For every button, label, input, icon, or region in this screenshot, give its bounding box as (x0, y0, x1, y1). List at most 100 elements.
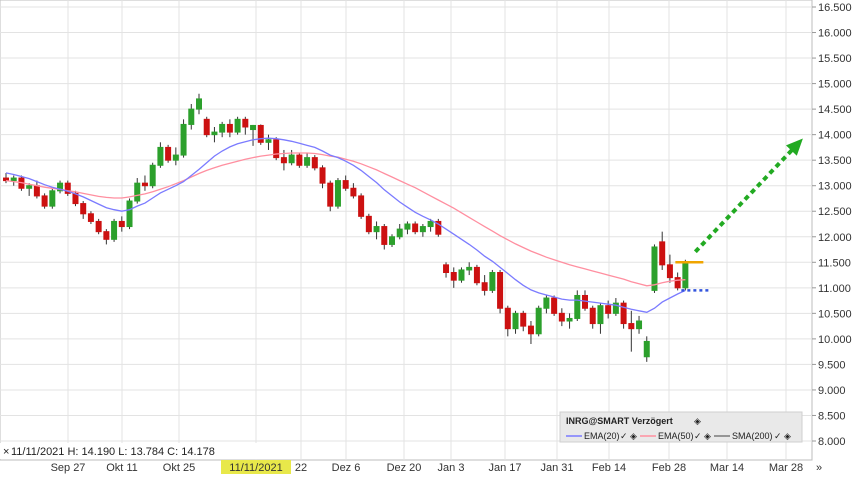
candle-up (234, 118, 241, 133)
candle-up (250, 124, 257, 131)
candle-up (10, 177, 17, 182)
candle-down (226, 123, 233, 133)
legend-box (559, 411, 803, 443)
legend-title-icon[interactable]: ◈ (694, 416, 701, 426)
legend-ema20-icon[interactable]: ✓ ◈ (620, 431, 637, 441)
legend-item-ema20: EMA(20) (584, 431, 620, 441)
candle-down (311, 157, 318, 169)
x-tick-label: Dez 6 (332, 462, 361, 474)
candle-up (427, 220, 434, 228)
candle-up (466, 266, 473, 271)
candle-down (103, 231, 110, 240)
candle-down (435, 220, 442, 235)
x-tick-label: Jan 3 (438, 462, 465, 474)
candle-down (296, 154, 303, 166)
candle-up (396, 228, 403, 238)
x-tick-label: Mar 14 (710, 462, 744, 474)
x-tick-label: Jan 31 (540, 462, 573, 474)
candle-up (211, 131, 218, 136)
crosshair-date-highlight (221, 460, 291, 474)
y-tick-label: 16.500 (818, 2, 852, 14)
y-tick-label: 16.000 (818, 28, 852, 40)
ema50-line (5, 152, 686, 287)
candle-down (381, 226, 388, 245)
y-tick-label: 14.000 (818, 130, 852, 142)
candle-down (273, 139, 280, 159)
candle-down (64, 182, 71, 194)
x-tick-label: Sep 27 (51, 462, 86, 474)
candle-up (126, 200, 133, 228)
ohlc-marker-icon: × (3, 446, 9, 458)
candle-down (443, 264, 450, 274)
candle-up (180, 123, 187, 156)
ohlc-readout: 11/11/2021 H: 14.190 L: 13.784 C: 14.178 (11, 446, 215, 458)
y-tick-label: 11.000 (818, 283, 851, 295)
candle-up (149, 164, 156, 187)
candle-down (342, 180, 349, 189)
y-tick-label: 9.500 (818, 359, 846, 371)
gridlines (0, 0, 813, 461)
legend-sma200-icon[interactable]: ✓ ◈ (774, 431, 791, 441)
candle-up (57, 182, 64, 192)
plot-area (0, 0, 813, 461)
candle-down (666, 264, 673, 279)
y-tick-label: 13.500 (818, 155, 852, 167)
candle-up (157, 146, 164, 166)
candle-down (141, 182, 148, 187)
candle-up (334, 180, 341, 207)
candle-down (527, 325, 534, 335)
candle-down (365, 215, 372, 233)
x-tick-label: 11/11/2021 (229, 462, 282, 474)
candle-up (535, 307, 542, 335)
candle-up (597, 305, 604, 325)
candle-down (473, 266, 480, 284)
candle-down (620, 302, 627, 325)
candle-down (165, 146, 172, 161)
candle-up (419, 226, 426, 233)
candle-down (33, 185, 40, 197)
candle-down (358, 195, 365, 217)
ohlc-readout-bg (0, 443, 300, 459)
candle-down (605, 305, 612, 314)
y-tick-label: 11.500 (818, 257, 851, 269)
candle-down (551, 297, 558, 314)
projection-arrow-head (786, 138, 803, 156)
candle-down (319, 167, 326, 184)
y-tick-label: 14.500 (818, 104, 852, 116)
candle-up (682, 261, 689, 289)
candle-up (288, 154, 295, 164)
candle-down (628, 323, 635, 330)
moving-averages (5, 137, 686, 313)
x-tick-label: Okt 11 (106, 462, 138, 474)
candle-down (41, 195, 48, 207)
legend-ema50-icon[interactable]: ✓ ◈ (694, 431, 711, 441)
ema20-line (5, 137, 686, 313)
y-tick-label: 8.000 (818, 436, 846, 448)
y-tick-label: 10.000 (818, 334, 852, 346)
candle-up (111, 220, 118, 240)
y-tick-label: 8.500 (818, 410, 846, 422)
candle-up (636, 320, 643, 330)
candle-down (558, 312, 565, 322)
legend-title: INRG@SMART Verzögert (566, 416, 673, 426)
candle-down (203, 118, 210, 136)
x-tick-label: Feb 14 (592, 462, 626, 474)
y-tick-label: 13.000 (818, 181, 852, 193)
x-tick-label: Mar 28 (769, 462, 803, 474)
x-tick-label: Feb 28 (652, 462, 686, 474)
candle-down (589, 307, 596, 325)
y-tick-label: 15.500 (818, 53, 852, 65)
candle-up (651, 246, 658, 291)
y-axis: 16.500 16.000 15.500 15.000 14.500 14.000 13.5… (812, 2, 852, 448)
candle-up (458, 269, 465, 281)
x-axis: Sep 27 Okt 11 Okt 25 11/11/2021 22 Dez 6 Dez 2… (51, 460, 822, 474)
candle-down (412, 223, 419, 233)
candle-up (49, 190, 56, 207)
y-tick-label: 15.000 (818, 79, 852, 91)
candle-up (134, 182, 141, 202)
candle-up (566, 317, 573, 322)
legend-item-ema50: EMA(50) (658, 431, 694, 441)
candle-down (257, 124, 264, 143)
candle-up (172, 154, 179, 161)
